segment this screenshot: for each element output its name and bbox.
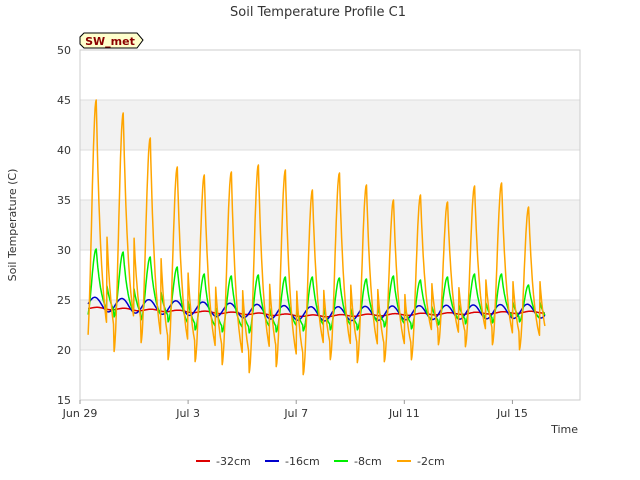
x-tick-label: Jul 15 [496,407,528,420]
legend-label: -32cm [216,455,251,468]
axes [79,49,581,401]
y-tick-label: 15 [57,394,71,407]
y-tick-label: 35 [57,194,71,207]
x-tick-label: Jul 11 [388,407,420,420]
legend-label: -2cm [417,455,445,468]
series-lines [87,99,546,376]
y-tick-label: 40 [57,144,71,157]
badge: SW_met [79,32,144,49]
y-axis-label: Soil Temperature (C) [6,169,19,282]
x-tick-label: Jun 29 [62,407,98,420]
legend-label: -16cm [285,455,320,468]
plot-frame [79,49,581,401]
legend: -32cm -16cm -8cm -2cm [196,455,445,468]
x-tick-label: Jul 3 [175,407,200,420]
chart-title: Soil Temperature Profile C1 [230,5,406,20]
band-40-45 [80,100,580,150]
band-35-40 [80,150,580,200]
plot-background [80,50,580,400]
legend-label: -8cm [354,455,382,468]
series-line-2cm [87,99,546,376]
y-tick-label: 25 [57,294,71,307]
y-tick-label: 20 [57,344,71,357]
band-45-50 [80,50,580,100]
x-axis-label: Time [550,423,578,436]
y-tick-label: 50 [57,44,71,57]
y-tick-label: 45 [57,94,71,107]
badge-label: SW_met [85,35,135,48]
badge-shape [79,32,144,49]
x-tick-labels: Jun 29 Jul 3 Jul 7 Jul 11 Jul 15 [62,400,528,420]
y-tick-label: 30 [57,244,71,257]
band-30-35 [80,200,580,250]
x-tick-label: Jul 7 [283,407,308,420]
y-tick-labels: 15 20 25 30 35 40 45 50 [57,44,71,407]
